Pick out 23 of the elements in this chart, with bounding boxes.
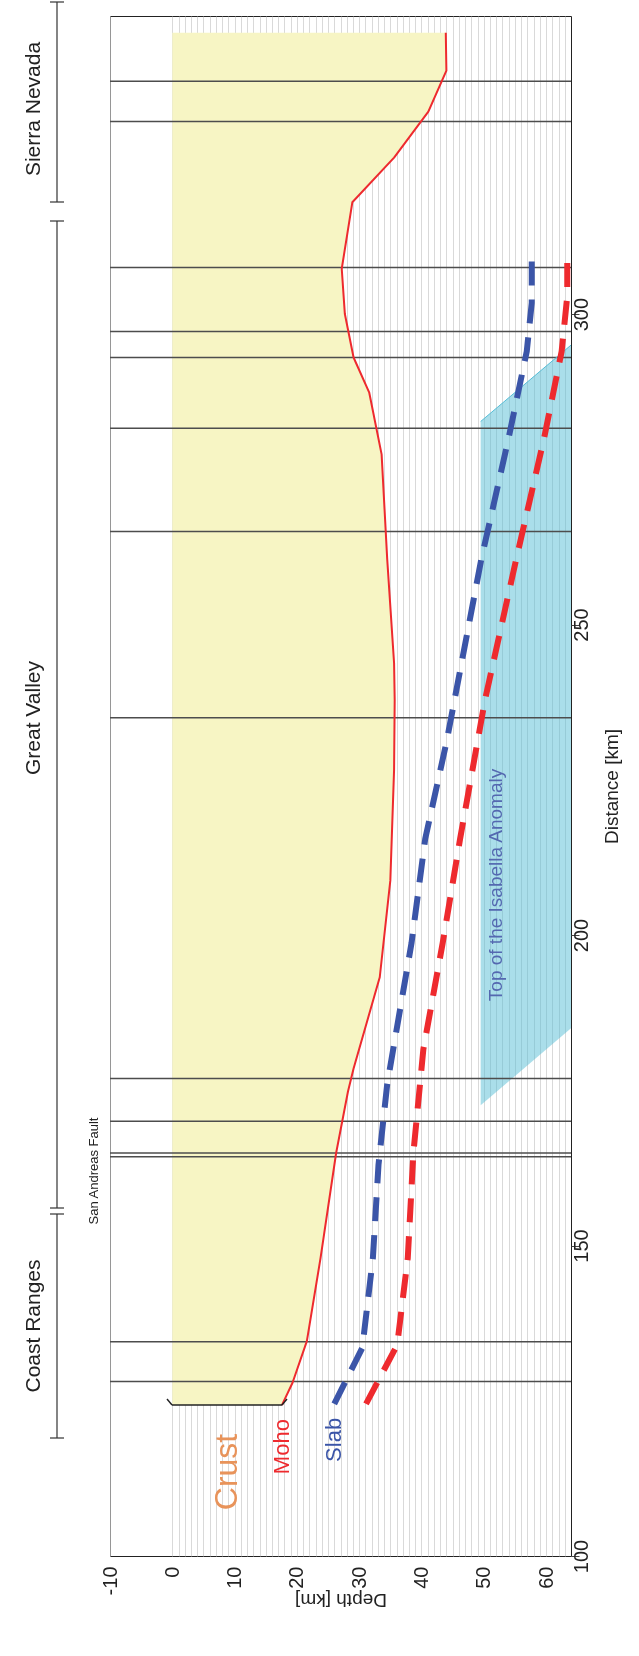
x-axis-title: Depth [km] — [295, 1590, 387, 1612]
y-tick-label: 200 — [569, 918, 592, 953]
x-tick-label: 10 — [223, 1566, 246, 1589]
x-tick-label: 50 — [472, 1566, 495, 1589]
x-tick-label: 0 — [160, 1566, 183, 1578]
text: Coast Ranges — [21, 1259, 44, 1393]
x-tick-label: 60 — [534, 1566, 557, 1589]
y-tick-label: 250 — [569, 608, 592, 642]
text: Great Valley — [21, 660, 44, 775]
text: San Andreas Fault — [86, 1117, 101, 1225]
text: Slab — [321, 1417, 347, 1462]
x-tick-label: 30 — [347, 1566, 370, 1589]
text: Moho — [268, 1419, 294, 1475]
text: Sierra Nevada — [21, 41, 44, 177]
y-tick-label: 150 — [569, 1229, 592, 1263]
annotation: Top of the Isabella Anomaly — [485, 768, 506, 1002]
x-tick-label: 20 — [285, 1566, 308, 1589]
y-axis-title: Distance [km] — [600, 728, 622, 845]
y-tick-label: 300 — [569, 297, 592, 332]
x-tick-label: -10 — [98, 1566, 121, 1596]
annotation: Crust — [208, 1433, 244, 1511]
y-tick-label: 100 — [569, 1539, 592, 1574]
x-tick-label: 40 — [409, 1566, 432, 1589]
